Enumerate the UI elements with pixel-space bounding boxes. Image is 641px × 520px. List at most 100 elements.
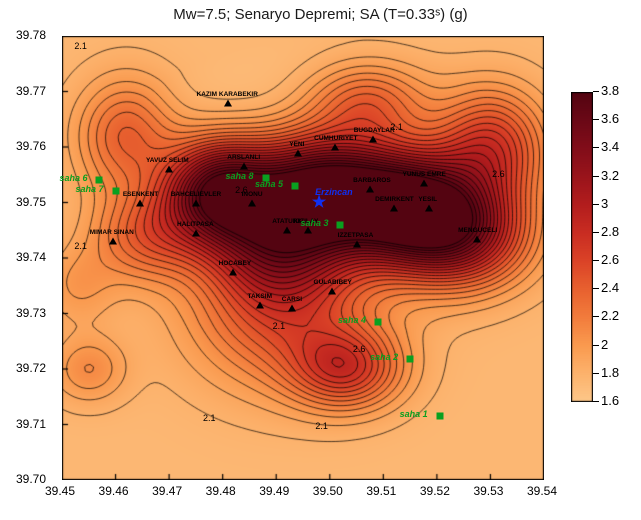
- neighborhood-marker-icon: [294, 149, 302, 156]
- neighborhood-label: ARSLANLI: [227, 154, 260, 161]
- contour-label: 2.6: [353, 344, 366, 354]
- saha-marker-icon: [374, 318, 381, 325]
- epicenter-label: Erzincan: [315, 187, 353, 197]
- colorbar-tick-label: 2.4: [601, 280, 619, 295]
- saha-label: saha 4: [338, 315, 366, 325]
- colorbar-tick-label: 2: [601, 337, 608, 352]
- neighborhood-label: TAKSIM: [248, 293, 272, 300]
- neighborhood-label: MENGUCELI: [458, 227, 497, 234]
- colorbar-tick-label: 3: [601, 196, 608, 211]
- y-tick-label: 39.78: [16, 28, 46, 42]
- colorbar-tick: [593, 288, 599, 289]
- neighborhood-label: ESENKENT: [123, 191, 158, 198]
- neighborhood-marker-icon: [229, 268, 237, 275]
- neighborhood-label: GULABIBEY: [314, 279, 352, 286]
- colorbar-tick-label: 3.8: [601, 83, 619, 98]
- colorbar-tick-label: 2.6: [601, 252, 619, 267]
- colorbar-tick-label: 1.8: [601, 365, 619, 380]
- x-tick-label: 39.47: [152, 484, 182, 498]
- colorbar-tick-label: 3.6: [601, 111, 619, 126]
- neighborhood-marker-icon: [224, 99, 232, 106]
- contour-label: 2.1: [273, 321, 286, 331]
- neighborhood-marker-icon: [473, 235, 481, 242]
- neighborhood-marker-icon: [109, 238, 117, 245]
- neighborhood-marker-icon: [390, 205, 398, 212]
- saha-marker-icon: [291, 182, 298, 189]
- chart-root: Mw=7.5; Senaryo Depremi; SA (T=0.33ˢ) (g…: [0, 0, 641, 520]
- neighborhood-marker-icon: [283, 227, 291, 234]
- contour-label: 2.1: [74, 41, 87, 51]
- neighborhood-marker-icon: [240, 163, 248, 170]
- neighborhood-marker-icon: [425, 205, 433, 212]
- x-tick-label: 39.52: [420, 484, 450, 498]
- saha-marker-icon: [407, 356, 414, 363]
- neighborhood-label: CARSI: [282, 296, 302, 303]
- saha-label: saha 3: [300, 218, 328, 228]
- colorbar-tick-label: 3.4: [601, 139, 619, 154]
- colorbar-tick-label: 2.2: [601, 308, 619, 323]
- x-tick-label: 39.46: [99, 484, 129, 498]
- saha-label: saha 8: [226, 171, 254, 181]
- x-tick-label: 39.51: [366, 484, 396, 498]
- neighborhood-label: MIMAR SINAN: [90, 229, 134, 236]
- neighborhood-label: BUGDAYLAR: [354, 127, 395, 134]
- colorbar-tick: [593, 176, 599, 177]
- x-tick-label: 39.45: [45, 484, 75, 498]
- y-tick-label: 39.73: [16, 306, 46, 320]
- neighborhood-label: YESIL: [418, 196, 437, 203]
- neighborhood-label: YAVUZ SELIM: [146, 157, 189, 164]
- epicenter-star-icon: ★: [312, 196, 326, 210]
- neighborhood-marker-icon: [331, 144, 339, 151]
- saha-label: saha 5: [255, 179, 283, 189]
- neighborhood-label: KAZIM KARABEKIR: [197, 91, 258, 98]
- saha-label: saha 6: [59, 173, 87, 183]
- colorbar-tick: [593, 91, 599, 92]
- neighborhood-marker-icon: [136, 199, 144, 206]
- neighborhood-label: DEMIRKENT: [375, 196, 414, 203]
- colorbar-tick: [593, 373, 599, 374]
- neighborhood-marker-icon: [192, 199, 200, 206]
- neighborhood-marker-icon: [256, 302, 264, 309]
- saha-label: saha 7: [76, 184, 104, 194]
- neighborhood-marker-icon: [304, 227, 312, 234]
- neighborhood-marker-icon: [248, 199, 256, 206]
- neighborhood-label: BAHCELIEVLER: [171, 191, 222, 198]
- neighborhood-label: YENI: [289, 141, 304, 148]
- x-tick-label: 39.53: [473, 484, 503, 498]
- y-tick-label: 39.71: [16, 417, 46, 431]
- overlay-layer: 39.4539.4639.4739.4839.4939.5039.5139.52…: [0, 0, 641, 520]
- saha-marker-icon: [436, 413, 443, 420]
- colorbar-tick: [593, 147, 599, 148]
- x-tick-label: 39.48: [206, 484, 236, 498]
- y-tick-label: 39.74: [16, 250, 46, 264]
- colorbar-tick-label: 2.8: [601, 224, 619, 239]
- colorbar-tick: [593, 401, 599, 402]
- colorbar-tick: [593, 345, 599, 346]
- neighborhood-marker-icon: [353, 241, 361, 248]
- saha-marker-icon: [112, 188, 119, 195]
- neighborhood-marker-icon: [288, 304, 296, 311]
- colorbar-tick: [593, 204, 599, 205]
- neighborhood-label: CUMHURIYET: [314, 135, 357, 142]
- y-tick-label: 39.75: [16, 195, 46, 209]
- colorbar-tick: [593, 119, 599, 120]
- neighborhood-marker-icon: [420, 180, 428, 187]
- y-tick-label: 39.77: [16, 84, 46, 98]
- neighborhood-label: YUNUS EMRE: [403, 171, 446, 178]
- neighborhood-label: IZZETPASA: [338, 232, 374, 239]
- y-tick-label: 39.72: [16, 361, 46, 375]
- contour-label: 2.1: [315, 421, 328, 431]
- saha-label: saha 1: [400, 409, 428, 419]
- neighborhood-marker-icon: [366, 185, 374, 192]
- colorbar-tick: [593, 316, 599, 317]
- colorbar-tick: [593, 232, 599, 233]
- saha-marker-icon: [96, 177, 103, 184]
- neighborhood-label: HOCABEY: [219, 260, 252, 267]
- contour-label: 2.1: [203, 413, 216, 423]
- colorbar-tick: [593, 260, 599, 261]
- neighborhood-marker-icon: [328, 288, 336, 295]
- colorbar-tick-label: 3.2: [601, 168, 619, 183]
- neighborhood-marker-icon: [192, 230, 200, 237]
- saha-marker-icon: [337, 221, 344, 228]
- neighborhood-marker-icon: [165, 166, 173, 173]
